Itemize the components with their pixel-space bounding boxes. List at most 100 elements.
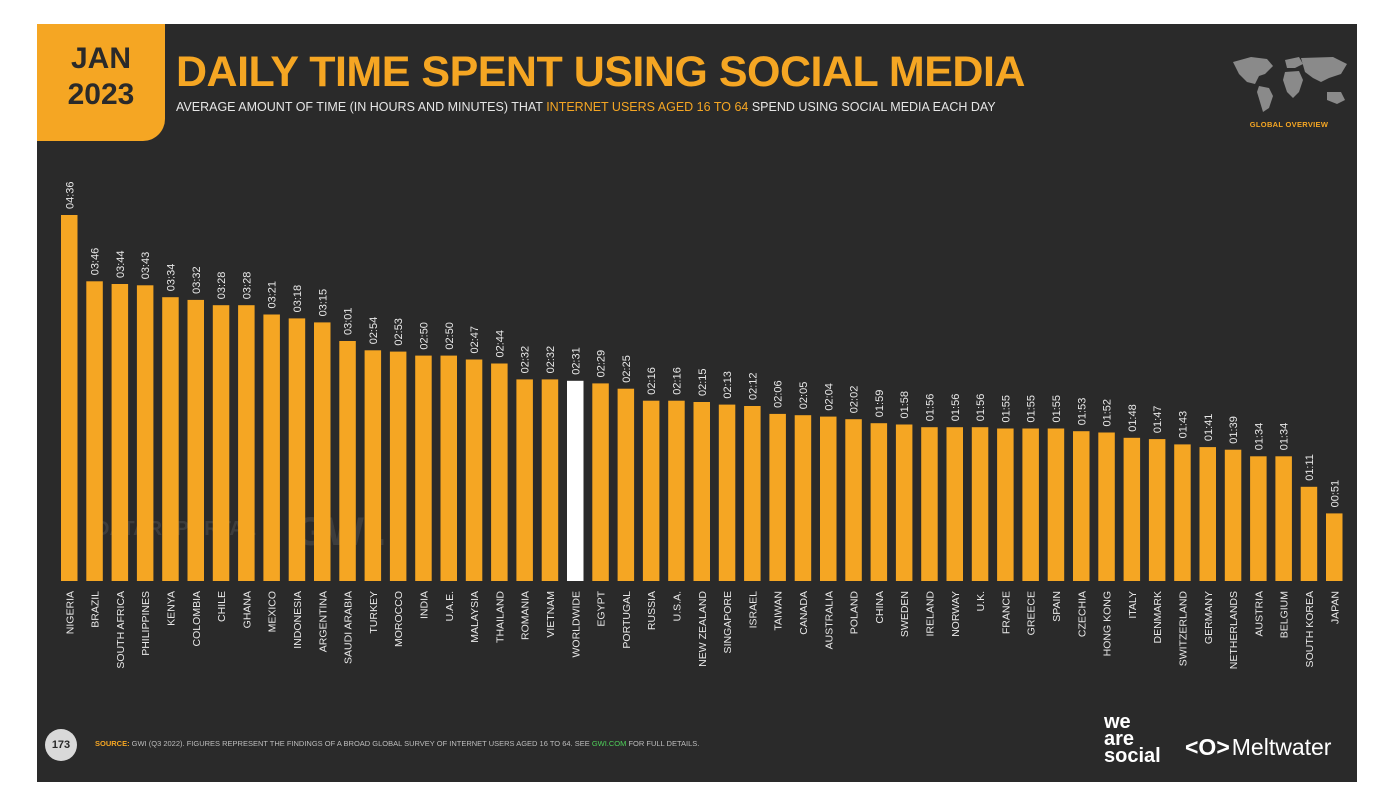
category-label-argentina: ARGENTINA xyxy=(317,591,329,652)
value-label-spain: 01:55 xyxy=(1051,395,1063,423)
bar-china xyxy=(870,423,888,581)
category-label-norway: NORWAY xyxy=(950,591,962,637)
value-label-denmark: 01:47 xyxy=(1152,406,1164,434)
bar-colombia xyxy=(187,299,204,581)
bar-thailand xyxy=(491,363,508,581)
value-label-turkey: 02:54 xyxy=(368,317,380,345)
bar-u-s-a xyxy=(668,400,685,581)
bar-u-a-e xyxy=(440,355,457,581)
category-label-u-s-a: U.S.A. xyxy=(672,591,684,621)
category-label-russia: RUSSIA xyxy=(646,591,658,630)
value-label-ghana: 03:28 xyxy=(241,272,253,300)
category-label-saudi-arabia: SAUDI ARABIA xyxy=(343,591,355,664)
value-label-italy: 01:48 xyxy=(1127,404,1139,432)
category-label-turkey: TURKEY xyxy=(368,591,380,634)
value-label-nigeria: 04:36 xyxy=(64,181,76,209)
slide: JAN 2023 DAILY TIME SPENT USING SOCIAL M… xyxy=(37,24,1357,782)
bar-saudi-arabia xyxy=(339,341,356,581)
source-tail: FOR FULL DETAILS. xyxy=(626,739,700,748)
category-label-indonesia: INDONESIA xyxy=(292,591,304,649)
category-label-greece: GREECE xyxy=(1026,591,1038,635)
we-are-social-logo: we are social xyxy=(1104,711,1174,766)
bar-chile xyxy=(212,305,230,581)
value-label-czechia: 01:53 xyxy=(1076,398,1088,426)
page-title: DAILY TIME SPENT USING SOCIAL MEDIA xyxy=(176,48,1026,96)
category-label-new-zealand: NEW ZEALAND xyxy=(697,591,709,667)
bar-south-korea xyxy=(1300,486,1318,581)
brand-are: are xyxy=(1104,728,1135,750)
bar-italy xyxy=(1123,437,1141,581)
category-label-belgium: BELGIUM xyxy=(1279,591,1291,638)
value-label-ireland: 01:56 xyxy=(925,394,937,422)
category-label-india: INDIA xyxy=(418,591,430,619)
bar-vietnam xyxy=(541,379,559,581)
meltwater-wordmark: Meltwater xyxy=(1231,734,1332,760)
value-label-thailand: 02:44 xyxy=(494,330,506,358)
value-label-portugal: 02:25 xyxy=(621,355,633,383)
category-label-u-k: U.K. xyxy=(975,591,987,611)
value-label-poland: 02:02 xyxy=(849,386,861,414)
value-label-u-s-a: 02:16 xyxy=(672,367,684,395)
value-label-australia: 02:04 xyxy=(823,383,835,411)
value-label-israel: 02:12 xyxy=(747,372,759,400)
value-label-hong-kong: 01:52 xyxy=(1102,399,1114,427)
value-label-germany: 01:41 xyxy=(1203,414,1215,442)
category-label-denmark: DENMARK xyxy=(1152,591,1164,644)
bar-hong-kong xyxy=(1098,432,1115,581)
category-label-south-africa: SOUTH AFRICA xyxy=(115,591,127,669)
bar-australia xyxy=(820,416,837,581)
category-label-japan: JAPAN xyxy=(1329,591,1341,624)
value-label-belgium: 01:34 xyxy=(1279,423,1291,451)
category-label-ghana: GHANA xyxy=(241,591,253,628)
category-label-worldwide: WORLDWIDE xyxy=(570,591,582,658)
bar-austria xyxy=(1250,456,1267,581)
category-label-italy: ITALY xyxy=(1127,591,1139,619)
page-number: 173 xyxy=(45,729,77,761)
value-label-sweden: 01:58 xyxy=(899,391,911,419)
bar-norway xyxy=(946,427,963,581)
value-label-canada: 02:05 xyxy=(798,382,810,410)
category-label-sweden: SWEDEN xyxy=(899,591,911,637)
bar-netherlands xyxy=(1224,449,1242,581)
source-link[interactable]: GWI.COM xyxy=(591,739,627,748)
bar-ireland xyxy=(921,427,938,581)
value-label-netherlands: 01:39 xyxy=(1228,416,1240,444)
category-label-switzerland: SWITZERLAND xyxy=(1178,591,1190,667)
bar-kenya xyxy=(162,297,179,581)
category-label-ireland: IRELAND xyxy=(925,591,937,637)
world-map-icon xyxy=(1233,57,1347,112)
value-label-u-a-e: 02:50 xyxy=(444,322,456,350)
category-label-austria: AUSTRIA xyxy=(1253,591,1265,637)
value-label-romania: 02:32 xyxy=(520,346,532,374)
bar-switzerland xyxy=(1174,444,1191,581)
value-label-austria: 01:34 xyxy=(1253,423,1265,451)
value-label-norway: 01:56 xyxy=(950,394,962,422)
category-label-morocco: MOROCCO xyxy=(393,591,405,647)
bar-philippines xyxy=(136,285,154,581)
subtitle-prefix: AVERAGE AMOUNT OF TIME (IN HOURS AND MIN… xyxy=(176,100,547,114)
category-label-china: CHINA xyxy=(874,591,886,624)
category-label-france: FRANCE xyxy=(1000,591,1012,634)
source-note: SOURCE: GWI (Q3 2022). FIGURES REPRESENT… xyxy=(95,739,699,748)
value-label-switzerland: 01:43 xyxy=(1178,411,1190,439)
source-label: SOURCE: xyxy=(95,739,130,748)
value-label-u-k: 01:56 xyxy=(975,394,987,422)
bar-romania xyxy=(516,379,533,581)
value-label-taiwan: 02:06 xyxy=(773,380,785,408)
category-label-czechia: CZECHIA xyxy=(1076,591,1088,637)
value-label-philippines: 03:43 xyxy=(140,252,152,280)
bar-turkey xyxy=(364,350,382,581)
category-label-vietnam: VIETNAM xyxy=(545,591,557,638)
category-label-romania: ROMANIA xyxy=(520,591,532,640)
value-label-mexico: 03:21 xyxy=(267,281,279,309)
brand-we: we xyxy=(1104,711,1131,733)
value-label-morocco: 02:53 xyxy=(393,318,405,346)
value-label-argentina: 03:15 xyxy=(317,289,329,317)
bar-indonesia xyxy=(288,318,306,581)
category-label-netherlands: NETHERLANDS xyxy=(1228,591,1240,669)
category-label-brazil: BRAZIL xyxy=(90,591,102,628)
category-label-philippines: PHILIPPINES xyxy=(140,591,152,656)
value-label-china: 01:59 xyxy=(874,390,886,418)
category-label-egypt: EGYPT xyxy=(596,590,608,626)
bar-israel xyxy=(744,406,761,581)
